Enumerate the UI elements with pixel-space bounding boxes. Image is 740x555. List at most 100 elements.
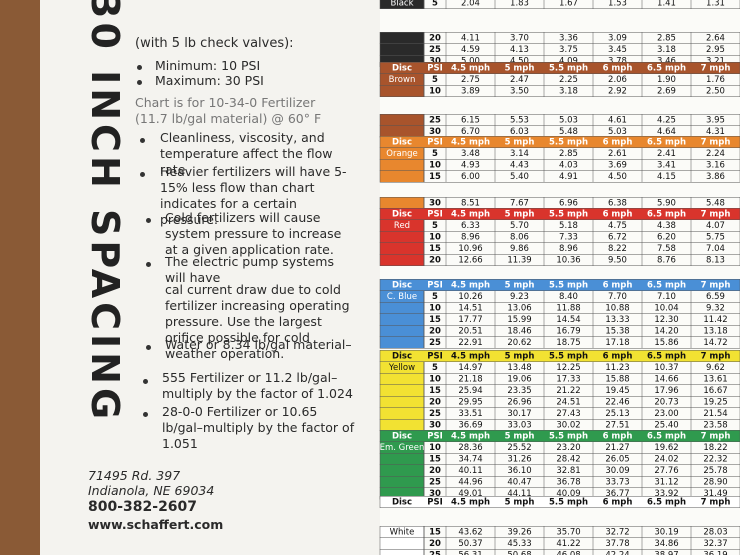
value-cell: 16.79 bbox=[556, 327, 580, 337]
header-cell: 6.5 mph bbox=[647, 432, 686, 442]
note: Heavier fertilizers will have 5-15% less… bbox=[160, 164, 347, 227]
value-cell: 4.50 bbox=[510, 57, 529, 67]
note: Cold fertilizers will cause system press… bbox=[165, 210, 342, 257]
value-cell: 25.40 bbox=[654, 421, 678, 431]
value-cell: 5.03 bbox=[608, 127, 627, 137]
value-cell: 2.04 bbox=[461, 0, 480, 9]
value-cell: 21.54 bbox=[703, 409, 727, 419]
limit: Minimum: 10 PSI bbox=[155, 58, 261, 73]
disc-cell bbox=[379, 231, 425, 243]
value-cell: 1.41 bbox=[657, 0, 676, 9]
header-cell: PSI bbox=[427, 498, 443, 508]
value-cell: 6.20 bbox=[657, 233, 676, 243]
value-cell: 17.33 bbox=[556, 375, 580, 385]
value-cell: 1.31 bbox=[706, 0, 725, 9]
psi-cell: 15 bbox=[429, 455, 441, 465]
value-cell: 3.69 bbox=[608, 161, 627, 171]
value-cell: 3.21 bbox=[706, 57, 725, 67]
value-cell: 18.46 bbox=[507, 327, 531, 337]
value-cell: 15.99 bbox=[507, 315, 531, 325]
value-cell: 4.38 bbox=[657, 221, 676, 231]
value-cell: 31.12 bbox=[654, 478, 678, 488]
psi-cell: 25 bbox=[429, 116, 441, 126]
value-cell: 34.74 bbox=[458, 455, 482, 465]
value-cell: 4.15 bbox=[657, 172, 676, 182]
disc-cell bbox=[379, 114, 425, 126]
value-cell: 45.33 bbox=[507, 539, 531, 549]
disc-cell bbox=[379, 396, 425, 408]
bullet bbox=[143, 412, 148, 417]
value-cell: 40.47 bbox=[507, 478, 531, 488]
value-cell: 3.18 bbox=[559, 87, 578, 97]
value-cell: 15.86 bbox=[654, 338, 678, 348]
disc-cell bbox=[379, 313, 425, 326]
value-cell: 27.43 bbox=[556, 409, 580, 419]
value-cell: 14.66 bbox=[654, 375, 678, 385]
intro: (with 5 lb check valves): bbox=[135, 36, 294, 51]
value-cell: 4.31 bbox=[706, 127, 725, 137]
note: cal current draw due to cold fertilizer … bbox=[165, 282, 350, 361]
phone: 800-382-2607 bbox=[88, 499, 198, 515]
psi-cell: 20 bbox=[429, 256, 441, 266]
header-cell: 7 mph bbox=[701, 64, 731, 74]
header-cell: 4.5 mph bbox=[451, 281, 490, 291]
value-cell: 17.96 bbox=[654, 386, 678, 396]
value-cell: 3.16 bbox=[706, 161, 725, 171]
value-cell: 5.03 bbox=[559, 116, 578, 126]
value-cell: 2.41 bbox=[657, 149, 676, 159]
value-cell: 23.20 bbox=[556, 443, 580, 453]
header-cell: 4.5 mph bbox=[451, 210, 490, 220]
value-cell: 3.50 bbox=[510, 87, 529, 97]
value-cell: 33.51 bbox=[458, 409, 482, 419]
value-cell: 6.03 bbox=[510, 127, 529, 137]
psi-cell: 25 bbox=[429, 45, 441, 55]
value-cell: 23.00 bbox=[654, 409, 678, 419]
value-cell: 3.75 bbox=[559, 45, 578, 55]
header-cell: 6 mph bbox=[603, 498, 633, 508]
disc-name: Yellow bbox=[388, 363, 415, 373]
value-cell: 13.61 bbox=[703, 375, 727, 385]
value-cell: 49.01 bbox=[458, 489, 482, 499]
value-cell: 11.23 bbox=[605, 363, 629, 373]
header-cell: 4.5 mph bbox=[451, 352, 490, 362]
value-cell: 4.03 bbox=[559, 161, 578, 171]
address: 71495 Rd. 397 bbox=[88, 468, 181, 483]
bullet bbox=[140, 172, 145, 177]
value-cell: 2.47 bbox=[510, 75, 529, 85]
bullet bbox=[146, 262, 151, 267]
psi-cell: 10 bbox=[429, 161, 441, 171]
value-cell: 9.50 bbox=[608, 256, 627, 266]
value-cell: 17.77 bbox=[458, 315, 482, 325]
value-cell: 2.85 bbox=[657, 34, 676, 44]
value-cell: 3.78 bbox=[608, 57, 627, 67]
disc-cell bbox=[379, 85, 425, 97]
header-cell: Disc bbox=[392, 432, 412, 442]
psi-cell: 5 bbox=[432, 75, 438, 85]
value-cell: 16.67 bbox=[703, 386, 727, 396]
header-cell: 5 mph bbox=[505, 64, 535, 74]
header-cell: 7 mph bbox=[701, 281, 731, 291]
value-cell: 2.50 bbox=[706, 87, 725, 97]
value-cell: 20.51 bbox=[458, 327, 482, 337]
value-cell: 43.62 bbox=[458, 528, 482, 538]
value-cell: 30.17 bbox=[507, 409, 531, 419]
value-cell: 5.40 bbox=[510, 172, 529, 182]
value-cell: 19.06 bbox=[507, 375, 531, 385]
value-cell: 27.51 bbox=[605, 421, 629, 431]
psi-cell: 10 bbox=[429, 304, 441, 314]
psi-cell: 15 bbox=[429, 315, 441, 325]
value-cell: 30.02 bbox=[556, 421, 580, 431]
bullet bbox=[146, 345, 151, 350]
value-cell: 8.51 bbox=[461, 199, 480, 209]
value-cell: 4.25 bbox=[657, 116, 676, 126]
value-cell: 6.00 bbox=[461, 172, 480, 182]
disc-cell bbox=[379, 407, 425, 420]
value-cell: 8.22 bbox=[608, 244, 627, 254]
value-cell: 23.35 bbox=[507, 386, 531, 396]
psi-cell: 5 bbox=[432, 149, 438, 159]
address: Indianola, NE 69034 bbox=[88, 483, 215, 498]
value-cell: 34.86 bbox=[654, 539, 678, 549]
value-cell: 25.78 bbox=[703, 466, 727, 476]
